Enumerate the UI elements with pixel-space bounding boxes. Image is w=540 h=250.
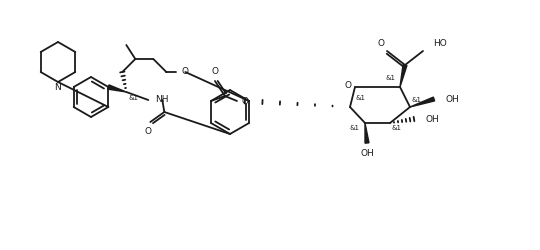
Polygon shape [365,123,369,143]
Text: OH: OH [426,114,440,124]
Text: &1: &1 [412,97,422,103]
Text: &1: &1 [386,75,396,81]
Text: O: O [345,82,352,90]
Text: O: O [145,127,152,136]
Text: O: O [377,39,384,48]
Text: &1: &1 [355,95,365,101]
Polygon shape [108,85,126,92]
Text: O: O [242,96,249,106]
Text: HO: HO [433,39,447,48]
Text: OH: OH [360,149,374,158]
Text: &1: &1 [129,95,138,101]
Text: OH: OH [446,94,460,104]
Text: NH: NH [156,96,169,104]
Text: O: O [181,68,188,76]
Text: N: N [55,83,62,92]
Text: &1: &1 [349,125,359,131]
Text: &1: &1 [392,125,402,131]
Text: O: O [212,67,219,76]
Polygon shape [410,97,435,107]
Polygon shape [400,64,407,87]
